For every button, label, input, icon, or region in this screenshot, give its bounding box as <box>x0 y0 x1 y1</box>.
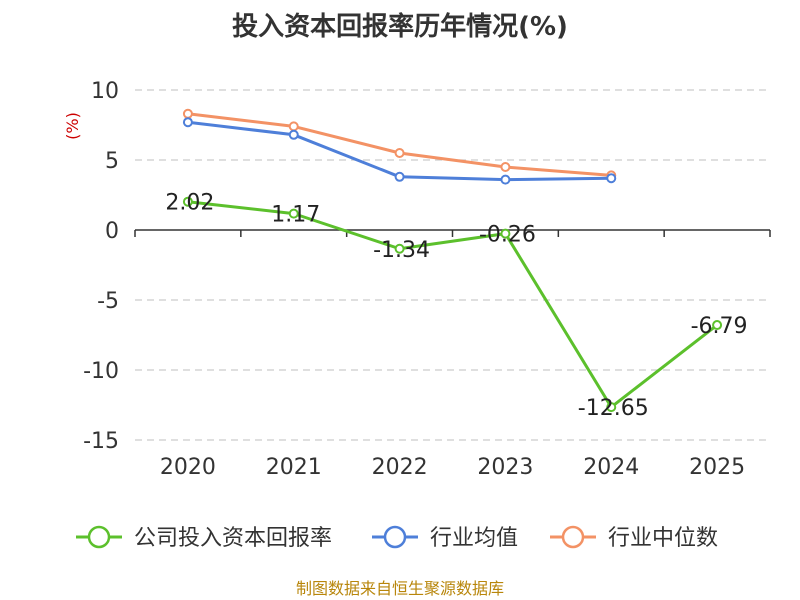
legend-label: 公司投入资本回报率 <box>134 526 332 551</box>
data-point <box>394 148 405 158</box>
data-point <box>288 121 299 132</box>
data-point <box>606 173 617 184</box>
data-point <box>288 129 299 140</box>
y-tick-label: -15 <box>83 429 119 454</box>
data-point <box>500 174 511 185</box>
series-line <box>187 112 612 177</box>
legend: 公司投入资本回报率 行业均值 行业中位数 <box>76 525 718 551</box>
series-group: 2.02 1.17 -1.34 -0.26 -12.65 -6.79 <box>165 108 748 421</box>
legend-label: 行业均值 <box>430 526 518 551</box>
data-point <box>288 208 299 219</box>
data-label: -6.79 <box>691 314 748 339</box>
y-tick-label: 10 <box>91 79 119 104</box>
x-tick-label: 2020 <box>160 455 216 480</box>
chart-title: 投入资本回报率历年情况(%) <box>232 11 568 42</box>
data-point <box>394 243 405 254</box>
data-source-note: 制图数据来自恒生聚源数据库 <box>296 579 504 598</box>
legend-marker <box>561 525 585 549</box>
data-point <box>500 228 511 239</box>
x-tick-label: 2021 <box>266 455 322 480</box>
data-label: -1.34 <box>373 238 430 263</box>
data-label: -12.65 <box>578 396 649 421</box>
y-tick-label: -5 <box>97 289 119 314</box>
x-tick-label: 2024 <box>583 455 639 480</box>
data-point <box>182 196 193 207</box>
data-point <box>606 402 617 413</box>
x-tick-label: 2022 <box>372 455 428 480</box>
data-point <box>182 117 193 128</box>
x-tick-label: 2023 <box>477 455 533 480</box>
data-point <box>182 108 193 119</box>
y-axis-ticks: 10 5 0 -5 -10 -15 <box>83 79 119 454</box>
legend-marker <box>383 525 407 549</box>
series-line <box>187 200 719 409</box>
data-label: -0.26 <box>479 223 536 248</box>
data-point <box>712 320 723 331</box>
legend-label: 行业中位数 <box>608 526 718 551</box>
data-label: 2.02 <box>165 191 214 216</box>
y-tick-label: 0 <box>105 219 119 244</box>
legend-marker <box>87 525 111 549</box>
x-axis: 2020 2021 2022 2023 2024 2025 <box>134 229 771 480</box>
x-tick-label: 2025 <box>689 455 745 480</box>
data-point <box>394 171 405 182</box>
data-point <box>500 162 511 172</box>
grid-lines <box>135 89 770 441</box>
y-tick-label: 5 <box>105 149 119 174</box>
y-axis-unit: (%) <box>63 112 82 140</box>
data-label: 1.17 <box>271 203 320 228</box>
y-tick-label: -10 <box>83 359 119 384</box>
